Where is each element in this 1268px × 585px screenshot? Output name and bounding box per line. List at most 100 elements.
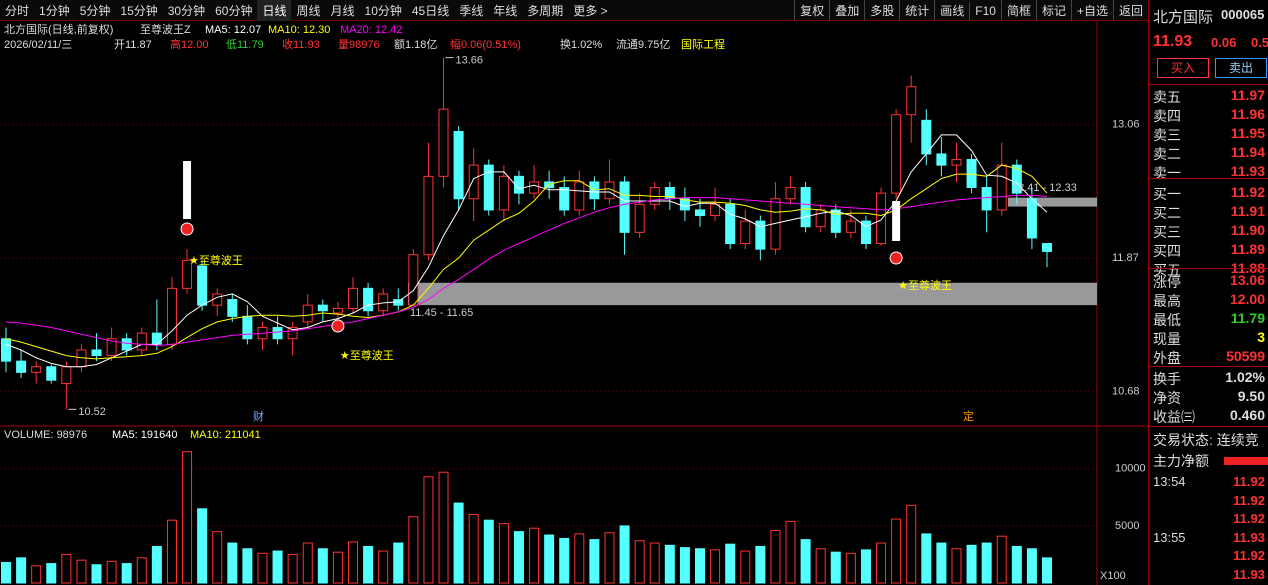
sell-button[interactable]: 卖出 <box>1215 58 1267 78</box>
candle-body <box>438 108 449 177</box>
volume-bar <box>212 531 223 584</box>
panel-divider <box>1149 268 1268 269</box>
candle-body <box>876 192 887 245</box>
tool-button[interactable]: +自选 <box>1070 0 1113 21</box>
candle-body <box>860 220 871 245</box>
tick-price: 11.92 <box>1233 548 1265 563</box>
candle-body <box>227 299 238 317</box>
tab[interactable]: 更多 > <box>573 4 608 18</box>
header-text: MA20: 12.42 <box>340 24 402 36</box>
stat-row: 涨停 13.06 <box>1153 272 1265 291</box>
tools: 复权 叠加 多股 统计 画线 F10 简框 标记 +自选 返回 <box>794 0 1148 21</box>
stat-row: 最高 12.00 <box>1153 291 1265 310</box>
signal-bar <box>892 201 901 241</box>
volume-bar <box>770 529 781 584</box>
tool-button[interactable]: 标记 <box>1035 0 1071 21</box>
candle-body <box>891 114 902 194</box>
row-label: 卖一 <box>1153 165 1181 181</box>
tool-button[interactable]: F10 <box>969 2 1001 20</box>
order-book-row: 买一 11.92 <box>1153 184 1265 203</box>
header-text: 北方国际(日线,前复权) <box>4 22 113 36</box>
tab[interactable]: 分时 <box>5 4 30 18</box>
signal-ball <box>889 251 903 265</box>
volume-bar <box>363 545 374 584</box>
row-value: 9.50 <box>1237 388 1265 404</box>
tool-button[interactable]: 叠加 <box>829 0 864 21</box>
volume-bar <box>996 535 1007 584</box>
signal-bar <box>183 161 192 219</box>
candle-body <box>302 304 313 323</box>
volume-bar <box>529 527 540 584</box>
tool-button[interactable]: 返回 <box>1112 0 1148 21</box>
volume-bar <box>876 542 887 584</box>
tab[interactable]: 30分钟 <box>167 4 206 18</box>
stat-row: 外盘 50599 <box>1153 348 1265 367</box>
volume-bar <box>513 531 524 584</box>
candle-body <box>589 181 600 200</box>
tab[interactable]: 10分钟 <box>364 4 402 18</box>
row-label: 买五 <box>1153 262 1181 278</box>
row-value: 3 <box>1257 329 1265 345</box>
price-zone <box>1008 197 1097 207</box>
volume-bar <box>31 565 42 584</box>
stat-row: 净资 9.50 <box>1153 388 1265 407</box>
candle-body <box>559 187 570 211</box>
tab[interactable]: 5分钟 <box>79 4 111 18</box>
volume-bar <box>559 537 570 584</box>
tab[interactable]: 年线 <box>493 4 518 18</box>
volume-bar <box>664 544 675 584</box>
row-value: 1.02% <box>1225 369 1265 385</box>
candle-body <box>740 220 751 245</box>
volume-bar <box>378 550 389 584</box>
volume-bar <box>348 541 358 584</box>
tool-button[interactable]: 多股 <box>864 0 899 21</box>
volume-bar <box>725 543 736 584</box>
candle-body <box>1011 164 1022 194</box>
volume-bar <box>393 542 404 584</box>
tab[interactable]: 月线 <box>330 4 355 18</box>
candle-body <box>31 366 42 373</box>
panel-divider <box>1149 426 1268 427</box>
panel-divider <box>1149 178 1268 179</box>
row-value: 13.06 <box>1229 272 1265 288</box>
tab[interactable]: 季线 <box>459 4 484 18</box>
volume-bar <box>332 551 343 584</box>
tab[interactable]: 45日线 <box>411 4 450 18</box>
volume-bar <box>619 525 630 584</box>
buy-button[interactable]: 买入 <box>1157 58 1209 78</box>
tool-button[interactable]: 复权 <box>794 0 829 21</box>
signal-ball <box>331 319 345 333</box>
tab[interactable]: 日线 <box>257 0 292 21</box>
pct: 0.5 <box>1251 35 1268 50</box>
tool-button[interactable]: 画线 <box>934 0 969 21</box>
candle-body <box>936 153 947 166</box>
low-label: 10.52 <box>78 406 106 418</box>
volume-bar <box>966 544 977 584</box>
row-label: 现量 <box>1153 331 1181 347</box>
candle-body <box>287 327 298 340</box>
tool-button[interactable]: 简框 <box>1000 0 1036 21</box>
tab[interactable]: 周线 <box>296 4 321 18</box>
volume-bar <box>16 557 27 584</box>
candle-body <box>363 287 374 312</box>
tab[interactable]: 60分钟 <box>215 4 253 18</box>
tab[interactable]: 15分钟 <box>120 4 158 18</box>
row-value: 11.97 <box>1230 87 1265 103</box>
volume-bar <box>981 542 992 584</box>
volume-bar <box>483 519 494 584</box>
volume-bar <box>408 516 419 584</box>
tool-button[interactable]: 统计 <box>899 0 934 21</box>
volume-bar <box>710 549 721 584</box>
row-label: 外盘 <box>1153 350 1181 366</box>
row-value: 11.79 <box>1230 310 1265 326</box>
y-tick-label: 5000 <box>1115 520 1139 532</box>
tab[interactable]: 多周期 <box>527 4 564 18</box>
info-text: 收11.93 <box>282 37 320 51</box>
header-text: 至尊波王Z <box>140 22 191 36</box>
candle-body <box>16 360 27 373</box>
row-value: 11.95 <box>1230 125 1265 141</box>
tab[interactable]: 1分钟 <box>39 4 70 18</box>
event-marker: 定 <box>963 409 974 423</box>
volume-bar <box>1011 545 1022 584</box>
flow-bar <box>1224 457 1268 465</box>
